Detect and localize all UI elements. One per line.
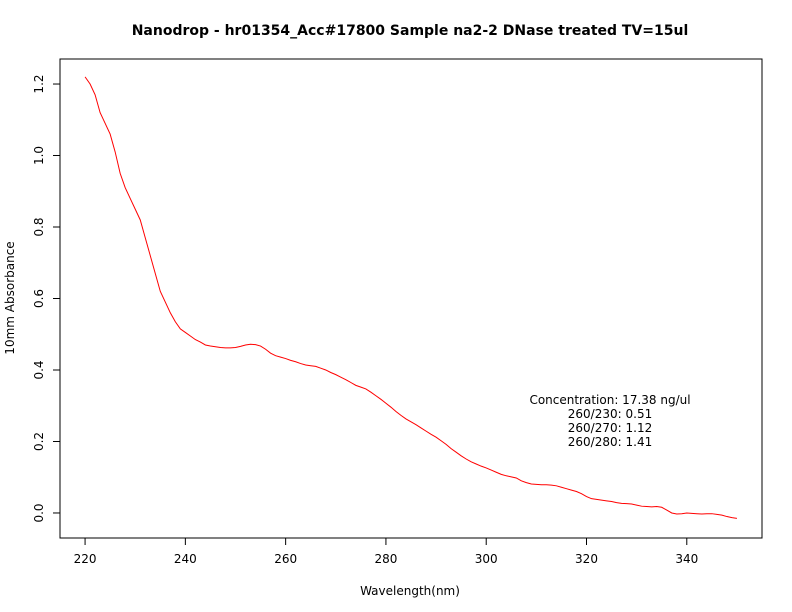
annotation-260-270: 260/270: 1.12 <box>568 421 652 435</box>
x-tick-label: 280 <box>374 552 397 566</box>
x-tick-label: 340 <box>675 552 698 566</box>
chart-title: Nanodrop - hr01354_Acc#17800 Sample na2-… <box>132 23 689 39</box>
y-axis-label: 10mm Absorbance <box>3 241 17 354</box>
y-tick-label: 1.0 <box>32 146 46 165</box>
y-tick-label: 1.2 <box>32 74 46 93</box>
x-axis-label: Wavelength(nm) <box>360 584 460 598</box>
y-tick-label: 0.8 <box>32 217 46 236</box>
annotation-260-230: 260/230: 0.51 <box>568 407 652 421</box>
y-tick-label: 0.0 <box>32 503 46 522</box>
plot-frame <box>59 58 763 539</box>
x-axis: 220 240 260 280 300 320 340 <box>74 537 698 566</box>
x-tick-label: 300 <box>475 552 498 566</box>
annotation-concentration: Concentration: 17.38 ng/ul <box>529 393 690 407</box>
x-tick-label: 240 <box>174 552 197 566</box>
x-tick-label: 260 <box>274 552 297 566</box>
annotation-260-280: 260/280: 1.41 <box>568 435 652 449</box>
absorbance-series-line <box>84 76 738 519</box>
y-tick-label: 0.2 <box>32 432 46 451</box>
stats-annotation: Concentration: 17.38 ng/ul 260/230: 0.51… <box>529 393 690 449</box>
x-tick-label: 320 <box>575 552 598 566</box>
y-axis: 0.0 0.2 0.4 0.6 0.8 1.0 1.2 <box>32 74 61 523</box>
y-tick-label: 0.4 <box>32 360 46 379</box>
y-tick-label: 0.6 <box>32 289 46 308</box>
x-tick-label: 220 <box>74 552 97 566</box>
